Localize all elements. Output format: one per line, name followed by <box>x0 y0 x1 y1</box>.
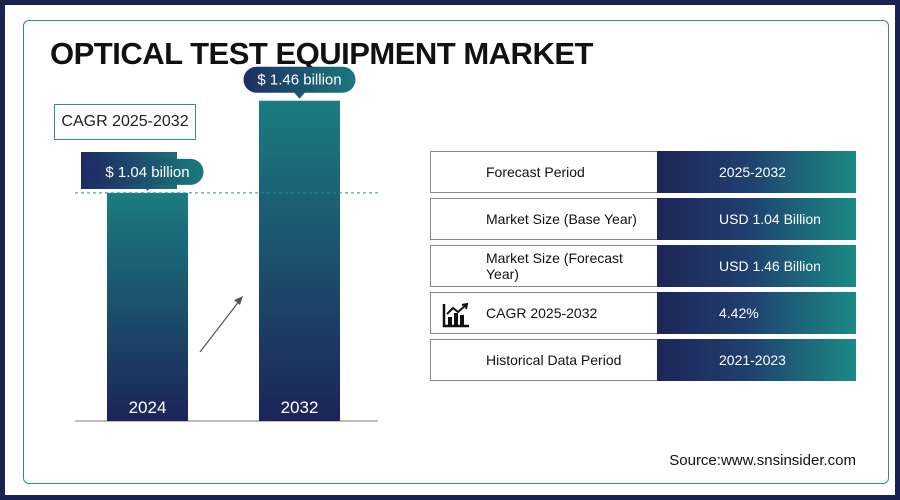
content-border <box>23 20 889 484</box>
tick-label-2032: 2032 <box>281 398 319 417</box>
page-title: OPTICAL TEST EQUIPMENT MARKET <box>50 36 593 71</box>
summary-row-label-text: Historical Data Period <box>486 352 622 368</box>
summary-row: CAGR 2025-2032 4.42% <box>430 292 856 334</box>
bar-2024 <box>107 192 188 421</box>
summary-row-label-text: CAGR 2025-2032 <box>486 305 598 321</box>
data-label-2032: $ 1.46 billion <box>257 72 341 89</box>
summary-row-label: Historical Data Period <box>430 339 657 381</box>
bar-chart-trend-icon <box>442 302 470 328</box>
summary-row-label: Market Size (Forecast Year) <box>430 245 657 287</box>
source-citation: Source:www.snsinsider.com <box>669 452 856 469</box>
cagr-label-box: CAGR 2025-2032 <box>54 104 196 140</box>
growth-arrow-shaft <box>199 299 241 353</box>
summary-row: Market Size (Base Year) USD 1.04 Billion <box>430 198 856 240</box>
data-label-bubble-2024 <box>91 158 204 185</box>
summary-row-value: 2021-2023 <box>657 339 856 381</box>
summary-row-label: Forecast Period <box>430 151 657 193</box>
summary-row-value: 2025-2032 <box>657 151 856 193</box>
data-label-pointer-2032 <box>293 91 306 99</box>
data-label-2024: $ 1.04 billion <box>105 164 189 181</box>
data-label-pointer-2024 <box>141 183 154 191</box>
data-label-bubble-2032 <box>243 66 356 93</box>
summary-row-value: USD 1.46 Billion <box>657 245 856 287</box>
summary-row-label: Market Size (Base Year) <box>430 198 657 240</box>
summary-row-label-text: Market Size (Base Year) <box>486 211 637 227</box>
summary-row: Forecast Period 2025-2032 <box>430 151 856 193</box>
summary-row-label: CAGR 2025-2032 <box>430 292 657 334</box>
summary-row: Historical Data Period 2021-2023 <box>430 339 856 381</box>
summary-row: Market Size (Forecast Year) USD 1.46 Bill… <box>430 245 856 287</box>
tick-label-2024: 2024 <box>129 398 167 417</box>
growth-arrow-head <box>234 296 243 305</box>
summary-row-value: 4.42% <box>657 292 856 334</box>
summary-row-label-text: Market Size (Forecast Year) <box>486 250 623 282</box>
summary-row-value: USD 1.04 Billion <box>657 198 856 240</box>
summary-row-label-text: Forecast Period <box>486 164 585 180</box>
bar-2032 <box>259 100 340 422</box>
